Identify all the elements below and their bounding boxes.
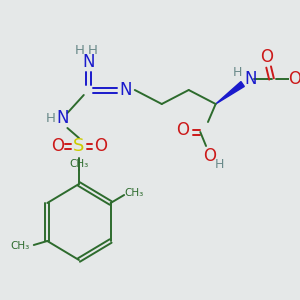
Text: O: O	[51, 137, 64, 155]
Text: O: O	[203, 147, 216, 165]
Text: H: H	[88, 44, 98, 56]
Text: CH₃: CH₃	[11, 241, 30, 251]
Text: O: O	[176, 121, 189, 139]
Text: H: H	[46, 112, 56, 124]
Text: H: H	[215, 158, 224, 170]
Text: N: N	[56, 109, 69, 127]
Text: O: O	[94, 137, 106, 155]
Text: O: O	[260, 48, 273, 66]
Text: O: O	[288, 70, 300, 88]
Text: H: H	[233, 65, 242, 79]
Text: H: H	[75, 44, 85, 56]
Text: CH₃: CH₃	[124, 188, 143, 198]
Polygon shape	[216, 82, 244, 104]
Text: S: S	[73, 137, 85, 155]
Text: CH₃: CH₃	[69, 159, 88, 169]
Text: N: N	[119, 81, 131, 99]
Text: N: N	[244, 70, 256, 88]
Text: N: N	[82, 53, 95, 71]
